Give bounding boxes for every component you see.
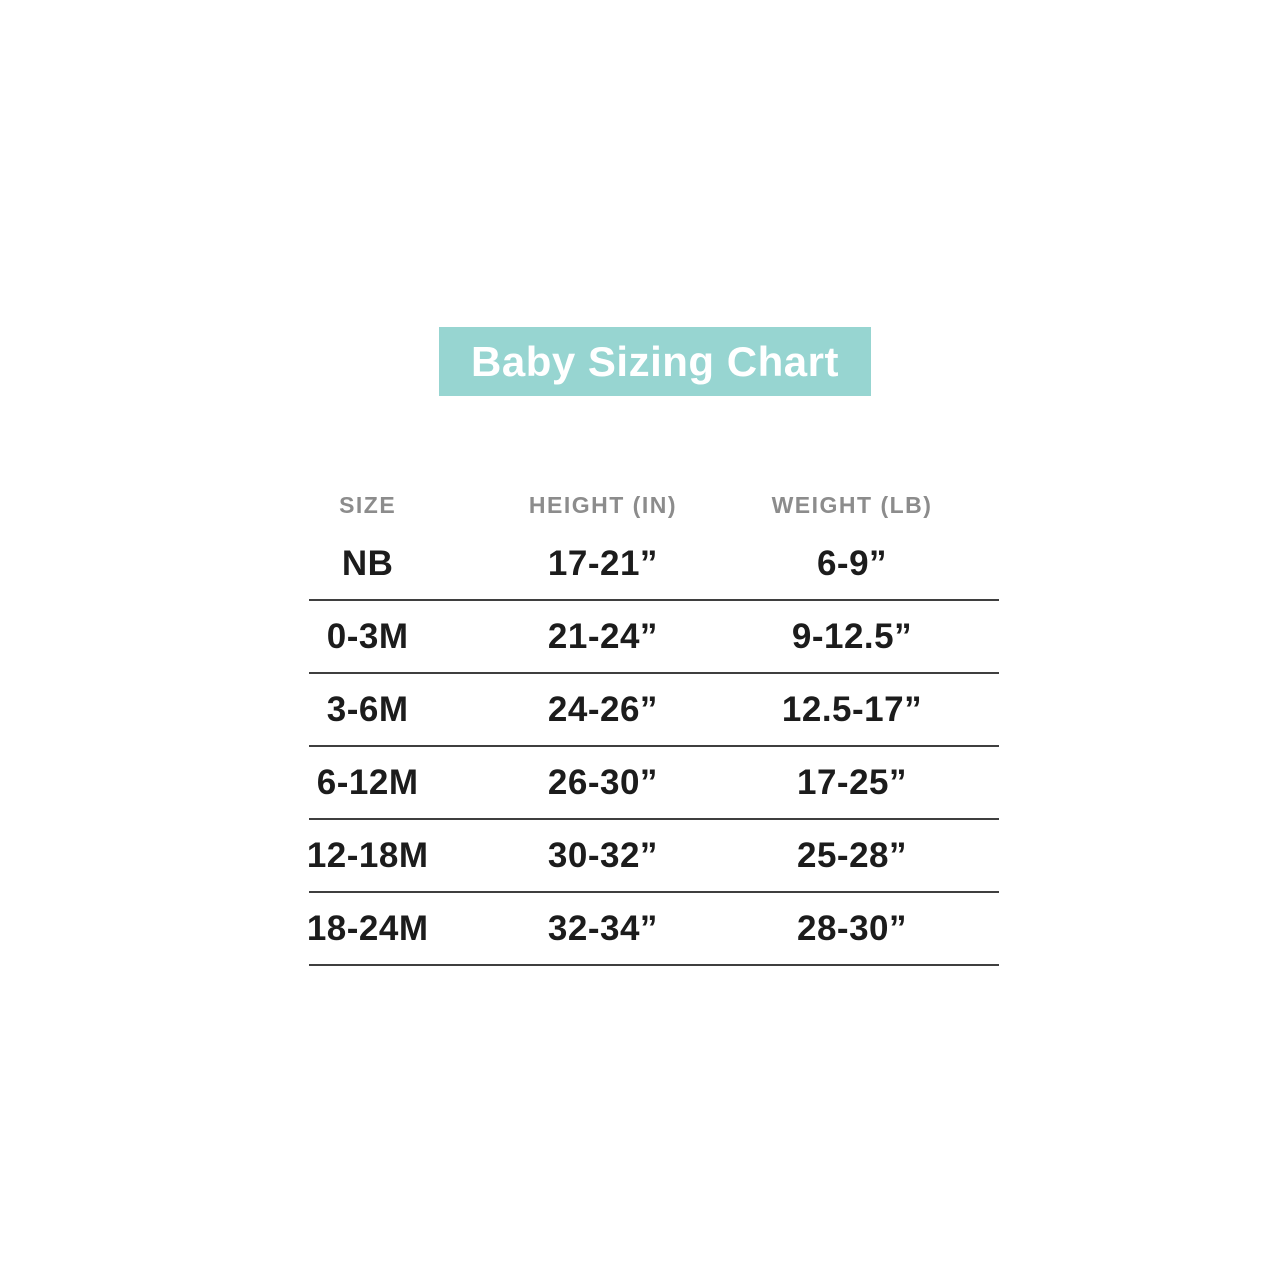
height-cell: 24-26” [547, 689, 658, 729]
size-cell: 18-24M [306, 908, 429, 948]
height-cell: 26-30” [547, 762, 658, 802]
weight-cell: 6-9” [816, 543, 888, 583]
size-cell: 0-3M [326, 616, 409, 656]
column-header-size: SIZE [339, 491, 397, 518]
size-cell: 12-18M [306, 835, 429, 875]
table-row: 12-18M 30-32” 25-28” [306, 820, 999, 893]
height-cell: 17-21” [547, 543, 658, 583]
weight-cell: 28-30” [796, 908, 908, 948]
weight-cell: 25-28” [796, 835, 908, 875]
table-row: 0-3M 21-24” 9-12.5” [309, 601, 999, 674]
column-header-weight: WEIGHT (LB) [771, 491, 933, 518]
weight-cell: 12.5-17” [781, 689, 923, 729]
column-header-height: HEIGHT (IN) [528, 491, 677, 518]
title-banner: Baby Sizing Chart [439, 327, 871, 396]
table-row: 3-6M 24-26” 12.5-17” [309, 674, 999, 747]
page-title: Baby Sizing Chart [471, 337, 839, 385]
table-row: NB 17-21” 6-9” [309, 528, 999, 601]
size-cell: 3-6M [326, 689, 409, 729]
weight-cell: 9-12.5” [791, 616, 913, 656]
height-cell: 32-34” [547, 908, 658, 948]
table-body: NB 17-21” 6-9” 0-3M 21-24” 9-12.5” 3-6M 24-26” 1… [306, 528, 999, 966]
size-cell: NB [341, 543, 394, 583]
table-row: 6-12M 26-30” 17-25” [309, 747, 999, 820]
table-row: 18-24M 32-34” 28-30” [306, 893, 999, 966]
weight-cell: 17-25” [796, 762, 908, 802]
height-cell: 21-24” [547, 616, 658, 656]
table-header-row: SIZE HEIGHT (IN) WEIGHT (LB) [309, 490, 999, 520]
height-cell: 30-32” [547, 835, 658, 875]
size-cell: 6-12M [316, 762, 419, 802]
